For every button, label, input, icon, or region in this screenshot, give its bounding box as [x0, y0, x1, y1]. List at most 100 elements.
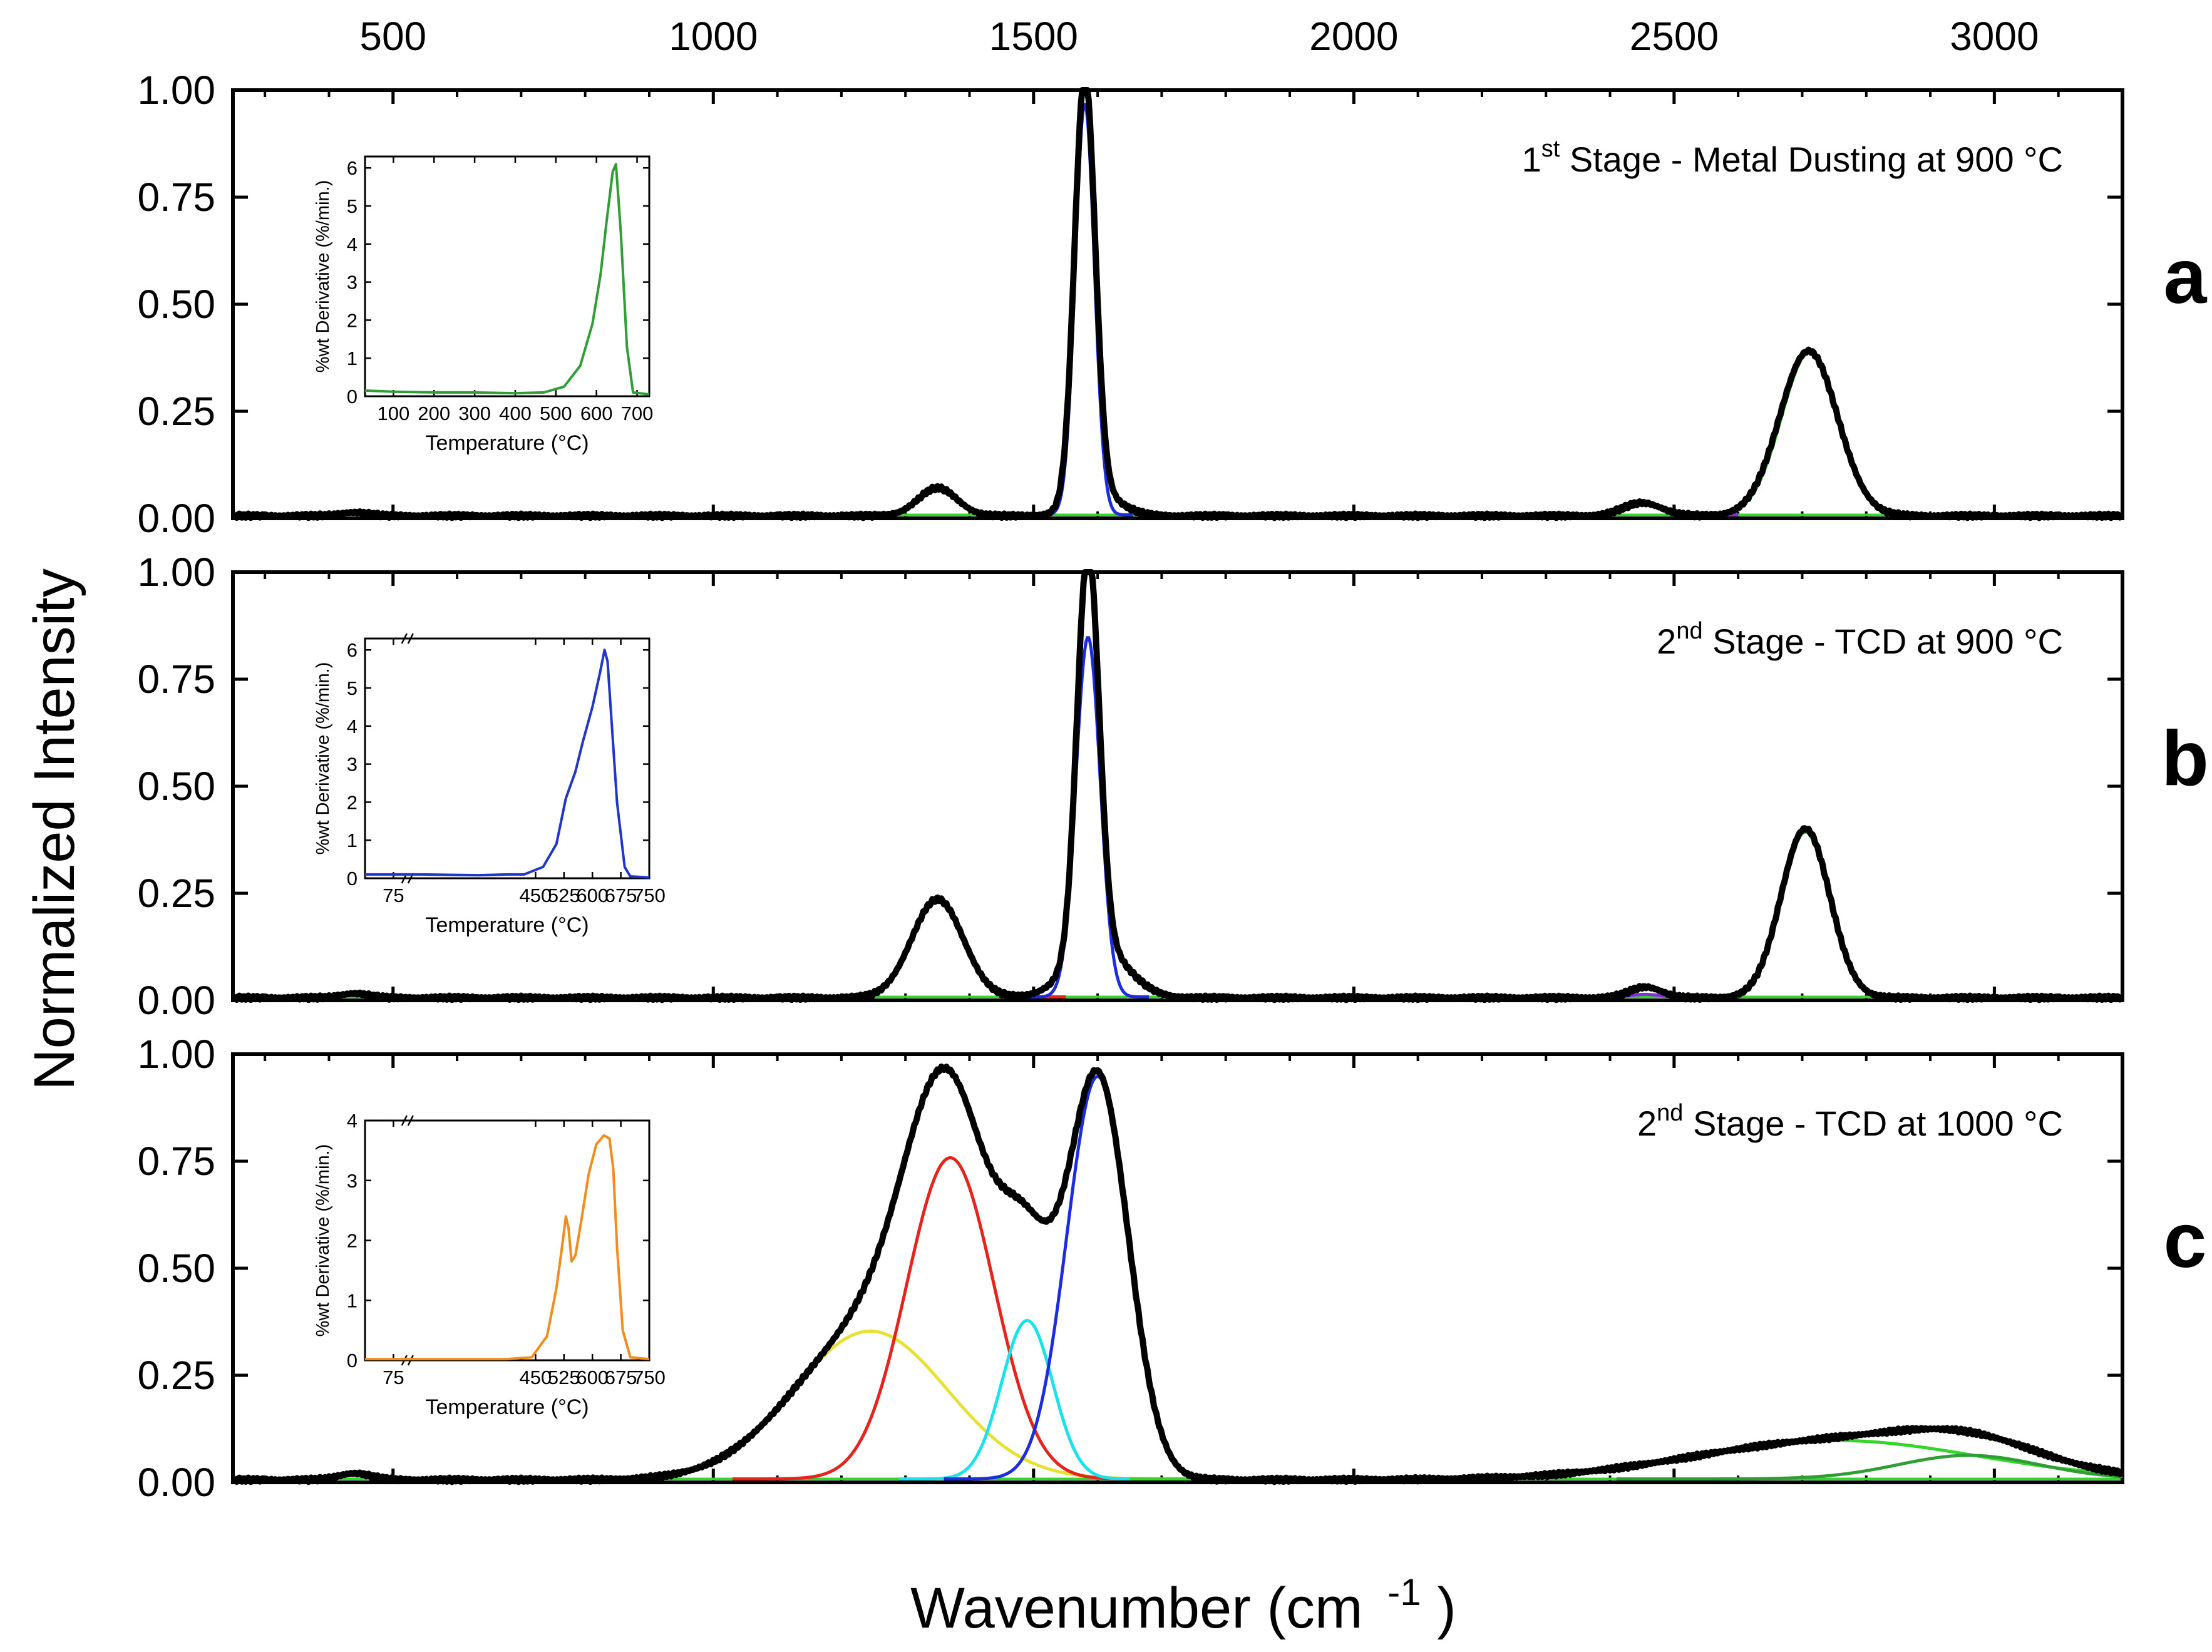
inset-x-tick-label: 500: [540, 403, 572, 424]
inset-x-tick-label: 300: [458, 403, 491, 424]
inset-x-tick-label: 675: [605, 1367, 637, 1388]
inset-x-tick-label: 750: [633, 1367, 666, 1388]
inset-x-tick-label: 600: [576, 1367, 609, 1388]
inset-x-tick-label: 75: [383, 1367, 404, 1388]
inset-y-tick-label: 1: [347, 347, 358, 369]
inset-derivative-curve: [365, 649, 650, 879]
stage-label-text: Stage - TCD at 1000 °C: [1683, 1104, 2063, 1143]
stage-label: 2nd Stage - TCD at 900 °C: [1657, 618, 2063, 661]
fit-curve-D: [809, 899, 1066, 998]
measured-spectrum: [232, 87, 2124, 521]
y-tick-label: 0.25: [137, 389, 215, 434]
x-axis-title: Wavenumber (cm -1 ): [910, 1554, 1456, 1640]
inset-x-tick-label: 700: [621, 403, 654, 424]
inset-y-tick-label: 2: [347, 1230, 358, 1252]
fit-curve-2D: [1129, 1439, 2123, 1480]
inset-y-axis-title: %wt Derivative (%/min.): [313, 1144, 333, 1337]
fit-curve-2D: [1687, 830, 1924, 998]
inset-x-tick-label: 675: [605, 885, 637, 906]
inset-chart: 100 200 300 400 500 600 700 0 1 2 3 4 5 6 Temperature …: [313, 155, 654, 455]
inset-axis-break: [407, 1115, 414, 1126]
top-x-tick-label: 1000: [669, 14, 758, 59]
fit-curve-D1: [733, 1156, 1168, 1480]
fit-curve-G: [1027, 636, 1149, 998]
top-x-tick-label: 3000: [1950, 14, 2039, 59]
inset-derivative-curve: [365, 1134, 650, 1361]
inset-x-tick-label: 600: [580, 403, 613, 424]
panel-letter: a: [2164, 233, 2208, 320]
inset-x-tick-label: 400: [499, 403, 532, 424]
stage-label: 2nd Stage - TCD at 1000 °C: [1637, 1100, 2063, 1143]
inset-x-tick-label: 600: [576, 885, 609, 906]
inset-y-tick-label: 5: [347, 195, 358, 217]
top-x-tick-label: 500: [359, 14, 426, 59]
inset-axis-break: [407, 633, 414, 644]
panel-letter: b: [2161, 716, 2209, 802]
y-tick-label: 0.00: [137, 1460, 215, 1505]
measured-spectrum: [232, 569, 2124, 1003]
inset-frame: [364, 155, 651, 398]
stage-label-sup: st: [1541, 136, 1560, 162]
inset-y-tick-label: 1: [347, 829, 358, 851]
inset-y-tick-label: 0: [347, 868, 358, 890]
stage-label-number: 2: [1637, 1104, 1657, 1143]
y-tick-label: 0.25: [137, 1353, 215, 1398]
inset-y-tick-label: 6: [347, 639, 358, 661]
x-axis-title-sup: -1: [1387, 1571, 1421, 1613]
panels: 0.00 0.25 0.50 0.75 1.00 1st Stage - Metal Du…: [137, 68, 2208, 1505]
y-tick-label: 0.75: [137, 1139, 215, 1184]
stage-label: 1st Stage - Metal Dusting at 900 °C: [1522, 136, 2063, 179]
inset-y-tick-label: 2: [347, 791, 358, 813]
inset-y-tick-label: 6: [347, 157, 358, 179]
inset-derivative-curve: [364, 163, 650, 396]
y-tick-label: 0.25: [137, 871, 215, 916]
inset-y-tick-label: 4: [347, 1110, 358, 1132]
inset-frame: [364, 1119, 651, 1362]
inset-y-axis-title: %wt Derivative (%/min.): [313, 662, 333, 855]
inset-x-tick-label: 525: [548, 1367, 580, 1388]
inset-y-tick-label: 2: [347, 309, 358, 331]
inset-y-tick-label: 1: [347, 1290, 358, 1311]
top-x-tick-label: 1500: [989, 14, 1078, 59]
inset-x-tick-label: 450: [520, 1367, 552, 1388]
inset-frame: [364, 637, 651, 880]
inset-x-axis-title: Temperature (°C): [425, 431, 589, 455]
measured-spectrum: [232, 1063, 2124, 1485]
fit-curve-2D: [1669, 351, 1951, 516]
y-tick-label: 0.50: [137, 282, 215, 327]
y-tick-label: 1.00: [137, 68, 215, 113]
inset-y-tick-label: 0: [347, 1350, 358, 1372]
inset-x-tick-label: 525: [548, 885, 580, 906]
inset-x-tick-label: 450: [520, 885, 552, 906]
stage-label-sup: nd: [1676, 618, 1702, 644]
fit-curve-G: [1036, 103, 1133, 516]
y-tick-label: 1.00: [137, 1032, 215, 1077]
inset-y-tick-label: 3: [347, 1170, 358, 1192]
y-tick-label: 0.00: [137, 978, 215, 1023]
y-tick-label: 1.00: [137, 550, 215, 595]
inset-axis-break: [401, 1115, 408, 1126]
inset-x-axis-title: Temperature (°C): [425, 913, 589, 937]
stage-label-number: 2: [1657, 622, 1676, 661]
inset-y-tick-label: 4: [347, 716, 358, 737]
fit-curve-D+G: [1616, 1454, 2123, 1480]
x-axis-title-main: Wavenumber (cm: [910, 1576, 1363, 1640]
top-x-axis: 500 1000 1500 2000 2500 3000: [359, 14, 2039, 59]
x-axis-title-close: ): [1437, 1576, 1456, 1640]
inset-y-tick-label: 4: [347, 233, 358, 255]
y-tick-label: 0.50: [137, 764, 215, 809]
y-tick-label: 0.50: [137, 1246, 215, 1291]
inset-x-axis-title: Temperature (°C): [425, 1395, 589, 1419]
inset-axis-break: [401, 633, 408, 644]
inset-x-tick-label: 100: [378, 403, 410, 424]
inset-x-tick-label: 200: [418, 403, 450, 424]
stage-label-sup: nd: [1657, 1100, 1683, 1126]
inset-y-tick-label: 0: [347, 386, 358, 408]
stage-label-number: 1: [1522, 140, 1541, 179]
top-x-tick-label: 2500: [1630, 14, 1719, 59]
inset-x-tick-label: 75: [383, 885, 404, 906]
